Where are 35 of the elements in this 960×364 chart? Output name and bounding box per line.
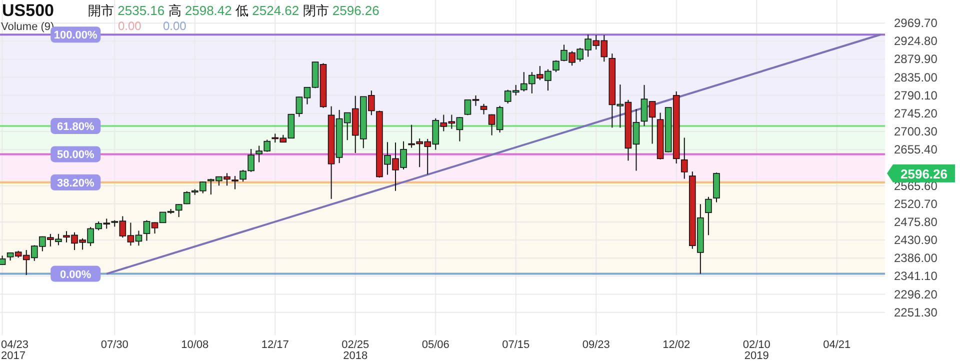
y-tick-label: 2835.00 bbox=[894, 70, 938, 84]
y-tick-label: 2430.90 bbox=[894, 233, 938, 248]
y-tick-label: 2790.10 bbox=[894, 88, 938, 102]
y-tick-label: 2520.70 bbox=[894, 196, 938, 211]
x-tick-label: 09/23 bbox=[582, 339, 610, 351]
y-tick-label: 2745.20 bbox=[894, 106, 938, 120]
y-tick-label: 2475.80 bbox=[894, 214, 938, 229]
x-tick-label: 04/21 bbox=[823, 339, 851, 351]
annotation: 100.00% bbox=[54, 30, 98, 42]
annotation: 0.00 bbox=[163, 19, 187, 33]
annotation: 0.00 bbox=[118, 19, 142, 33]
y-tick-label: 2655.40 bbox=[894, 142, 938, 157]
y-tick-label: 2341.10 bbox=[894, 269, 938, 284]
y-tick-label: 2386.00 bbox=[894, 251, 938, 266]
y-tick-label: 2879.90 bbox=[894, 52, 938, 66]
annotation: 0.00% bbox=[60, 268, 92, 281]
annotation: 50.00% bbox=[56, 149, 94, 162]
annotation: 開市 2535.16 高 2598.42 低 2524.62 閉市 2596.26 bbox=[88, 3, 380, 18]
x-tick-label: 02/10 2019 bbox=[742, 339, 770, 362]
x-tick-label: 04/23 2017 bbox=[1, 339, 29, 362]
y-tick-label: 2251.30 bbox=[894, 305, 938, 320]
y-tick-label: 2969.70 bbox=[894, 16, 938, 30]
annotation: 38.20% bbox=[56, 177, 94, 190]
x-tick-label: 12/17 bbox=[261, 339, 289, 351]
x-tick-label: 05/06 bbox=[422, 339, 450, 351]
x-tick-label: 07/15 bbox=[502, 339, 530, 351]
chart-title: US500 bbox=[2, 1, 54, 20]
y-tick-label: 2296.20 bbox=[894, 287, 938, 302]
x-tick-label: 10/08 bbox=[181, 339, 209, 351]
annotation: 61.80% bbox=[56, 121, 94, 134]
x-tick-label: 02/25 2018 bbox=[342, 339, 370, 362]
y-tick-label: 2924.80 bbox=[894, 34, 938, 48]
x-tick-label: 07/30 bbox=[100, 339, 128, 351]
y-tick-label: 2700.30 bbox=[894, 124, 938, 139]
x-tick-label: 12/02 bbox=[662, 339, 690, 351]
